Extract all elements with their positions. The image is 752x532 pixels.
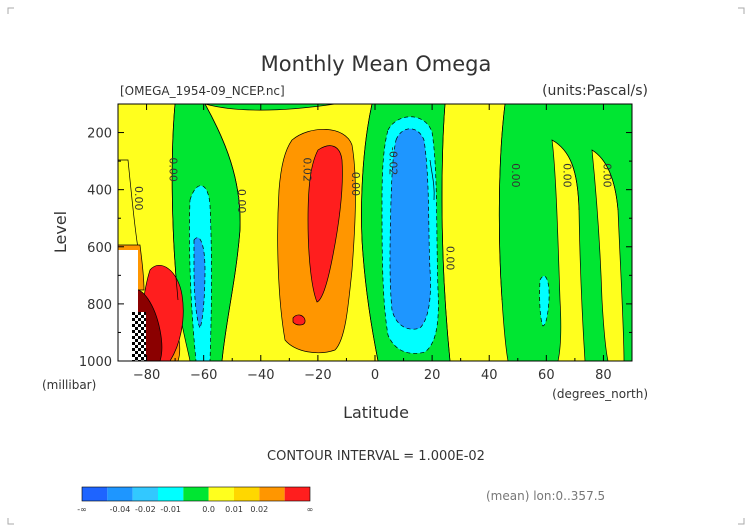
colorbar-swatch [82, 487, 108, 501]
colorbar-label: -∞ [77, 505, 87, 514]
x-tick-label: −80 [133, 368, 160, 383]
contour-interval-text: CONTOUR INTERVAL = 1.000E-02 [267, 449, 485, 464]
x-axis-title: Latitude [343, 403, 409, 422]
y-axis-title: Level [51, 211, 70, 253]
x-tick-label: −40 [247, 368, 274, 383]
region-negative-strong [193, 237, 206, 329]
x-axis-units: (degrees_north) [552, 387, 648, 401]
crop-mark [7, 7, 14, 14]
x-tick-label: −60 [190, 368, 217, 383]
mean-text: (mean) lon:0..357.5 [486, 489, 605, 503]
contour-labels: 0.00 0.00 0.00 0.02 0.00 -0.02 0.00 0.00 0.00 0.0… [132, 147, 613, 271]
region-positive-max [307, 145, 343, 303]
colorbar-swatch [183, 487, 209, 501]
contour-label: 0.00 [509, 163, 522, 188]
colorbar-label: 0.01 [225, 505, 243, 514]
missing-data-hatch [132, 312, 146, 361]
colorbar-swatch [158, 487, 184, 501]
y-tick-label: 200 [87, 127, 112, 142]
colorbar-swatch [259, 487, 285, 501]
contour-label: 0.00 [443, 246, 456, 271]
contour-label: 0.00 [600, 163, 613, 188]
crop-mark [7, 518, 14, 525]
contour-label: 0.00 [132, 186, 145, 211]
y-axis-units: (millibar) [42, 378, 96, 392]
colorbar-label: -0.02 [135, 505, 156, 514]
x-tick-label: 0 [371, 368, 379, 383]
colorbar-label: -0.04 [110, 505, 131, 514]
region-positive [441, 104, 509, 361]
x-tick-label: 40 [481, 368, 498, 383]
file-label: [OMEGA_1954-09_NCEP.nc] [120, 84, 285, 98]
colorbar-label: -0.01 [160, 505, 181, 514]
y-axis: 200 400 600 800 1000 [79, 103, 632, 370]
contour-label: 0.02 [301, 157, 314, 182]
region-positive-max [292, 314, 306, 326]
colorbar-label: 0.0 [202, 505, 215, 514]
colorbar-frame [81, 486, 311, 502]
contour-field [118, 104, 632, 361]
chart-title: Monthly Mean Omega [261, 52, 492, 76]
x-tick-label: −20 [304, 368, 331, 383]
contour-label: -0.02 [386, 147, 399, 175]
contour-label: 0.00 [560, 163, 573, 188]
y-tick-label: 400 [87, 184, 112, 199]
region-negative-strong [389, 128, 431, 330]
units-label: (units:Pascal/s) [542, 83, 648, 99]
colorbar-swatch [234, 487, 260, 501]
y-tick-label: 600 [87, 241, 112, 256]
crop-mark [738, 518, 745, 525]
colorbar-label: ∞ [307, 505, 314, 514]
y-tick-label: 1000 [79, 355, 112, 370]
region-negative [539, 275, 550, 327]
colorbar-swatch [132, 487, 158, 501]
x-tick-label: 60 [538, 368, 555, 383]
contour-label: 0.00 [235, 189, 248, 214]
colorbar: -∞ -0.04 -0.02 -0.01 0.0 0.01 0.02 ∞ [77, 486, 314, 514]
y-tick-label: 800 [87, 298, 112, 313]
zero-contours [171, 104, 619, 361]
x-tick-label: 80 [595, 368, 612, 383]
x-axis: −80 −60 −40 −20 0 20 40 60 80 [117, 104, 633, 383]
x-tick-label: 20 [424, 368, 441, 383]
colorbar-swatch [208, 487, 234, 501]
colorbar-label: 0.02 [250, 505, 268, 514]
contour-label: 0.00 [166, 157, 179, 182]
colorbar-swatch [284, 487, 310, 501]
colorbar-swatch [107, 487, 133, 501]
contour-label: 0.00 [349, 172, 362, 197]
crop-mark [738, 7, 745, 14]
